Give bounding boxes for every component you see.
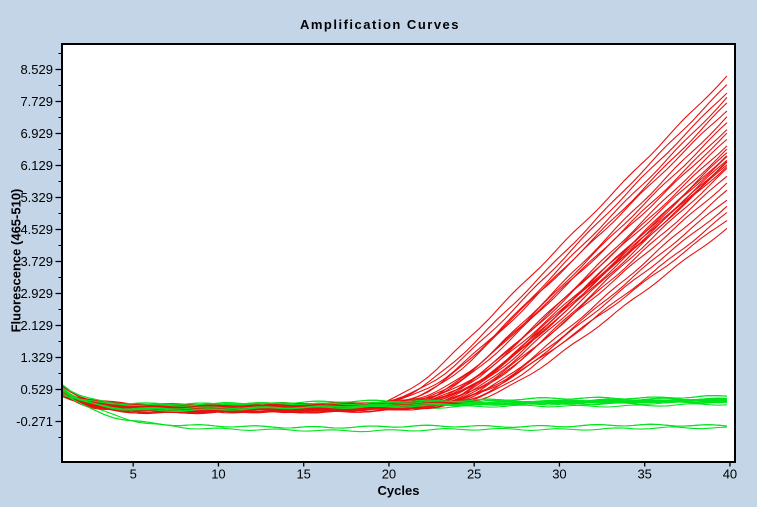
y-tick-label: 6.929 — [20, 126, 53, 141]
curve-negative — [63, 392, 727, 429]
curve-amplified — [63, 167, 728, 414]
y-tick-label: 0.529 — [20, 382, 53, 397]
x-tick-label: 10 — [211, 467, 225, 482]
y-tick-label: 8.529 — [20, 62, 53, 77]
x-tick-label: 5 — [130, 467, 137, 482]
x-tick-label: 25 — [467, 467, 481, 482]
y-tick-label: 3.729 — [20, 254, 53, 269]
y-axis: 8.529 7.729 6.929 6.129 5.329 4.529 3.729 2.929… — [16, 53, 62, 438]
chart-title: Amplification Curves — [299, 17, 461, 32]
x-tick-label: 15 — [296, 467, 310, 482]
y-tick-label: 4.529 — [20, 222, 53, 237]
curve-negative — [63, 390, 727, 410]
curves — [63, 75, 728, 433]
curve-negative — [63, 394, 727, 406]
y-tick-label: 5.329 — [20, 190, 53, 205]
x-tick-label: 30 — [552, 467, 566, 482]
y-tick-label: -0.271 — [16, 414, 53, 429]
curve-negative — [63, 384, 727, 407]
x-axis: 5 10 15 20 25 30 35 40 — [130, 462, 737, 482]
y-tick-label: 1.329 — [20, 350, 53, 365]
y-tick-label: 2.129 — [20, 318, 53, 333]
x-tick-label: 35 — [637, 467, 651, 482]
y-tick-label: 6.129 — [20, 158, 53, 173]
x-axis-title: Cycles — [377, 483, 420, 498]
y-tick-label: 7.729 — [20, 94, 53, 109]
x-tick-label: 20 — [382, 467, 396, 482]
curve-negative — [63, 387, 727, 413]
y-tick-label: 2.929 — [20, 286, 53, 301]
x-tick-label: 40 — [723, 467, 737, 482]
